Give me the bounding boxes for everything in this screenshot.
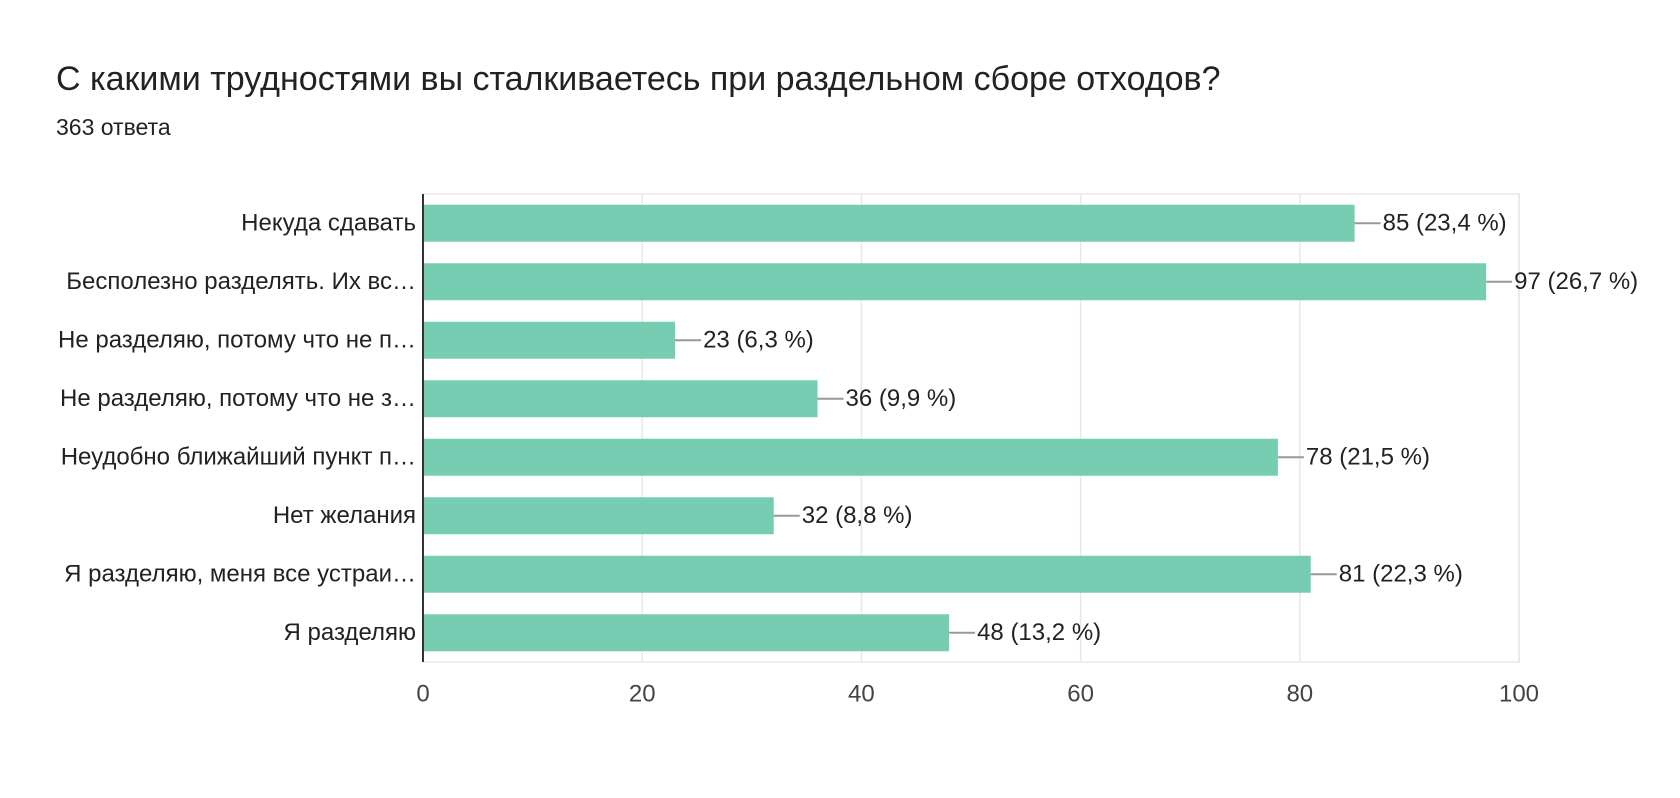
- value-label: 97 (26,7 %): [1514, 268, 1638, 295]
- value-label: 23 (6,3 %): [703, 327, 814, 354]
- y-tick-label: Некуда сдавать: [241, 210, 416, 237]
- chart-title: С какими трудностями вы сталкиваетесь пр…: [56, 60, 1220, 98]
- bar: [423, 438, 1278, 476]
- bar: [423, 614, 950, 652]
- bar: [423, 204, 1355, 242]
- y-tick-label: Я разделяю, меня все устраи…: [64, 561, 416, 588]
- chart-subtitle: 363 ответа: [56, 114, 171, 140]
- x-tick-label: 40: [848, 680, 875, 707]
- bar: [423, 263, 1487, 301]
- bar: [423, 321, 676, 359]
- x-tick-label: 80: [1286, 680, 1313, 707]
- bar: [423, 380, 818, 418]
- bar: [423, 555, 1311, 593]
- x-tick-label: 20: [629, 680, 656, 707]
- y-tick-label: Бесполезно разделять. Их вс…: [66, 268, 416, 295]
- value-label: 48 (13,2 %): [977, 619, 1101, 646]
- x-tick-label: 60: [1067, 680, 1094, 707]
- value-label: 85 (23,4 %): [1383, 210, 1507, 237]
- value-label: 36 (9,9 %): [846, 385, 957, 412]
- y-tick-label: Не разделяю, потому что не п…: [58, 327, 416, 354]
- x-tick-label: 0: [416, 680, 429, 707]
- value-label: 78 (21,5 %): [1306, 444, 1430, 471]
- y-tick-label: Я разделяю: [284, 619, 416, 646]
- y-tick-label: Не разделяю, потому что не з…: [60, 385, 416, 412]
- value-label: 81 (22,3 %): [1339, 561, 1463, 588]
- x-tick-label: 100: [1499, 680, 1539, 707]
- bar: [423, 497, 774, 535]
- y-tick-label: Нет желания: [273, 502, 416, 529]
- value-label: 32 (8,8 %): [802, 502, 913, 529]
- y-tick-label: Неудобно ближайший пункт п…: [61, 444, 416, 471]
